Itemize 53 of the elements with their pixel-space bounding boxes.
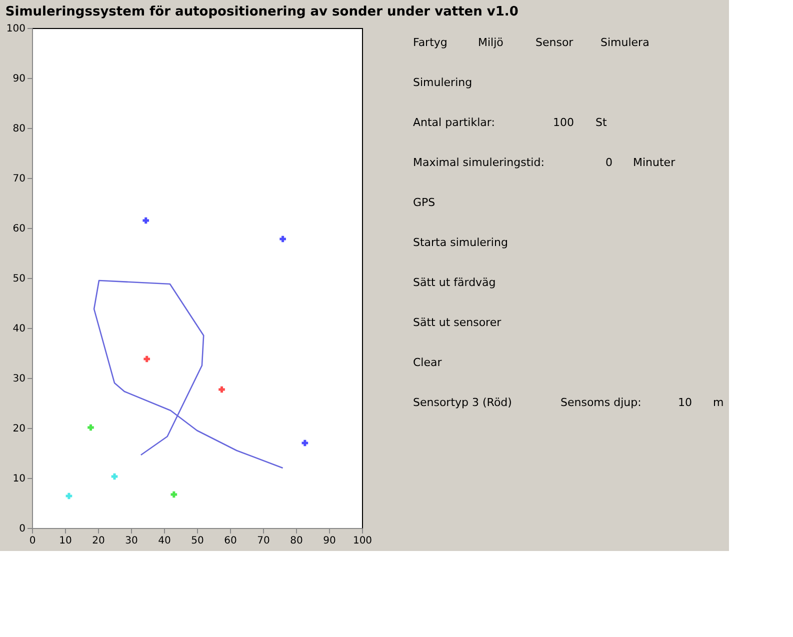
- x-tick-label: 100: [352, 536, 372, 546]
- point: [302, 440, 308, 446]
- text: Sensor: [536, 36, 574, 49]
- y-tick-label: 80: [12, 124, 26, 134]
- text: Simulera: [600, 36, 650, 49]
- x-tick-label: 40: [158, 536, 171, 546]
- x-tick-label: 20: [92, 536, 105, 546]
- text: Sätt ut sensorer: [413, 316, 502, 329]
- text: Sätt ut färdväg: [413, 276, 496, 289]
- x-tick-label: 70: [257, 536, 270, 546]
- point: [66, 492, 72, 500]
- y-tick-label: 100: [6, 24, 26, 34]
- y-tick-label: 30: [12, 374, 26, 384]
- point: [142, 217, 150, 224]
- text: 10: [678, 396, 692, 409]
- text: 100: [553, 116, 574, 129]
- x-tick-label: 10: [59, 536, 72, 546]
- text: Clear: [413, 356, 442, 369]
- text: Maximal simuleringstid:: [413, 156, 544, 169]
- text: Simulering: [413, 76, 472, 89]
- point: [88, 424, 94, 431]
- text: GPS: [413, 196, 436, 209]
- y-tick-label: 60: [12, 224, 26, 234]
- text: Minuter: [633, 156, 676, 169]
- x-tick-label: 90: [323, 536, 336, 546]
- point: [170, 491, 178, 498]
- y-tick-label: 10: [12, 474, 26, 484]
- x-tick-label: 30: [125, 536, 138, 546]
- y-tick-label: 90: [12, 74, 26, 84]
- text: 0: [606, 156, 612, 169]
- text: Antal partiklar:: [413, 116, 495, 129]
- y-tick-label: 20: [12, 424, 26, 434]
- point: [111, 473, 118, 480]
- text: m: [713, 396, 724, 409]
- point: [280, 236, 286, 242]
- text: Sensortyp 3 (Röd): [413, 396, 512, 409]
- x-tick-label: 80: [290, 536, 303, 546]
- x-tick-label: 60: [224, 536, 237, 546]
- point: [218, 386, 225, 393]
- y-tick-label: 70: [12, 174, 26, 184]
- y-tick-label: 0: [19, 524, 26, 534]
- text: Starta simulering: [413, 236, 508, 249]
- text: Sensoms djup:: [560, 396, 642, 409]
- x-tick-label: 0: [29, 536, 36, 546]
- text: St: [596, 116, 608, 129]
- text: Miljö: [478, 36, 504, 49]
- chart-title: Simuleringssystem för autopositionering av sonder under vatten v1.0: [5, 4, 518, 20]
- y-tick-label: 40: [12, 324, 26, 334]
- line-series: [93, 280, 284, 469]
- x-tick-label: 50: [191, 536, 204, 546]
- point: [144, 356, 150, 362]
- text: Fartyg: [413, 36, 448, 49]
- y-tick-label: 50: [12, 274, 26, 284]
